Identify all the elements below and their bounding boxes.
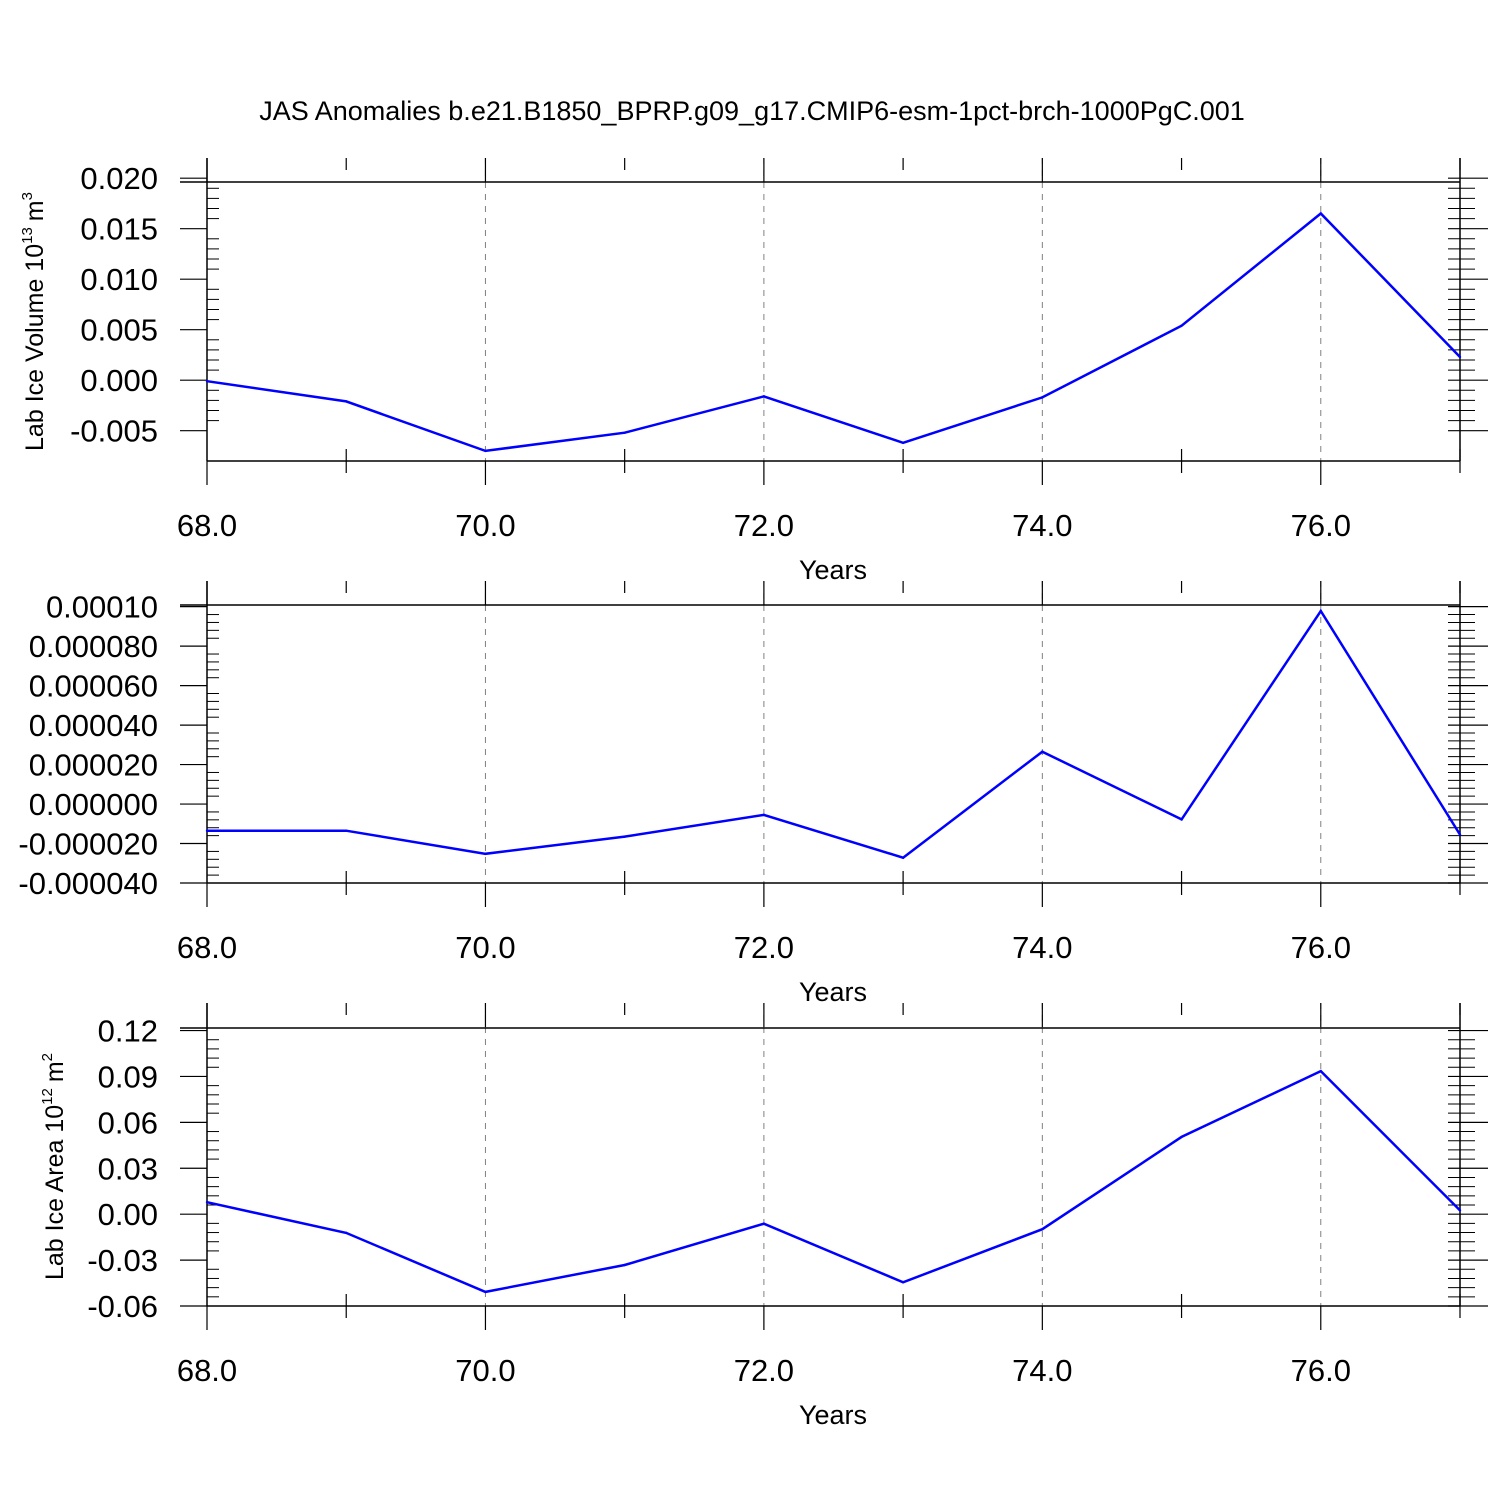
data-point: [484, 449, 487, 453]
data-point: [1458, 355, 1462, 359]
y-tick-label: -0.000040: [18, 866, 158, 901]
data-point: [484, 1290, 487, 1294]
y-axis-label-exponent: 12: [39, 1088, 56, 1105]
x-tick-label: 72.0: [734, 930, 794, 965]
y-tick-label: 0.06: [98, 1105, 158, 1140]
data-point: [623, 835, 626, 838]
y-tick-label: 0.000020: [29, 748, 158, 783]
y-tick-label: -0.000020: [18, 827, 158, 862]
x-tick-label: 74.0: [1012, 508, 1072, 543]
y-tick-label: -0.005: [70, 414, 158, 449]
data-point: [345, 400, 348, 403]
data-point: [1458, 833, 1462, 836]
data-point: [1319, 212, 1322, 215]
chart-panel-1: -0.005 0.000 0.005 0.010 0.015 0.020 68.0 70.0 7…: [19, 158, 1488, 585]
data-point: [901, 856, 905, 859]
data-point: [623, 431, 626, 434]
y-tick-label: 0.020: [80, 161, 158, 196]
data-point: [1180, 818, 1183, 821]
data-point: [762, 813, 766, 817]
data-point: [1319, 609, 1322, 613]
data-point: [345, 829, 348, 832]
y-axis-label-unit: m: [21, 200, 49, 221]
data-point: [1180, 1135, 1183, 1139]
x-tick-label: 72.0: [734, 1353, 794, 1388]
series-line: [206, 211, 1461, 453]
chart-panel-2: -0.000040 -0.000020 0.000000 0.000020 0.0000…: [18, 581, 1488, 1007]
data-point: [205, 1201, 209, 1204]
y-axis-label-text: Lab Ice Volume 10: [21, 244, 49, 451]
data-point: [345, 1231, 348, 1235]
y-axis-label-unit-exponent: 3: [19, 192, 36, 200]
chart-panel-3: -0.06 -0.03 0.00 0.03 0.06 0.09 0.12 68.0 70.0 72…: [39, 1003, 1488, 1430]
x-axis-label: Years: [799, 977, 867, 1007]
data-point: [205, 380, 209, 383]
y-tick-label: 0.00010: [46, 590, 158, 625]
y-tick-label: -0.03: [87, 1243, 158, 1278]
y-axis-label: Lab Ice Area 1012 m2: [39, 1053, 69, 1280]
y-axis-label-text: Lab Ice Area 10: [41, 1105, 69, 1280]
y-axis-label-unit-exponent: 2: [39, 1053, 56, 1061]
data-point: [623, 1263, 626, 1267]
x-tick-label: 70.0: [455, 508, 515, 543]
x-tick-label: 76.0: [1291, 508, 1351, 543]
x-tick-label: 74.0: [1012, 1353, 1072, 1388]
x-axis-label: Years: [799, 555, 867, 585]
series-line: [207, 608, 1462, 860]
y-tick-label: 0.000060: [29, 669, 158, 704]
x-tick-label: 70.0: [455, 1353, 515, 1388]
y-tick-label: 0.000000: [29, 787, 158, 822]
y-axis-label: Lab Ice Volume 1013 m3: [19, 192, 49, 451]
y-axis-label-exponent: 13: [19, 227, 36, 244]
x-tick-label: 68.0: [177, 1353, 237, 1388]
data-point: [1180, 324, 1183, 327]
y-tick-label: 0.000040: [29, 708, 158, 743]
x-tick-label: 68.0: [177, 508, 237, 543]
x-axis-label: Years: [799, 1400, 867, 1430]
y-tick-label: 0.09: [98, 1059, 158, 1094]
y-tick-label: 0.000: [80, 363, 158, 398]
data-point: [901, 1281, 905, 1284]
data-point: [1319, 1069, 1322, 1073]
data-point: [901, 441, 905, 445]
data-point: [1041, 396, 1044, 399]
x-tick-label: 74.0: [1012, 930, 1072, 965]
data-point: [484, 852, 487, 855]
x-tick-label: 68.0: [177, 930, 237, 965]
y-tick-label: 0.015: [80, 212, 158, 247]
y-tick-label: 0.12: [98, 1014, 158, 1049]
y-tick-label: 0.010: [80, 262, 158, 297]
data-point: [1041, 750, 1044, 753]
y-axis-label-unit: m: [41, 1061, 69, 1082]
data-point: [1458, 1209, 1462, 1212]
x-tick-label: 76.0: [1291, 930, 1351, 965]
x-tick-label: 70.0: [455, 930, 515, 965]
y-tick-label: 0.03: [98, 1151, 158, 1186]
panels: -0.005 0.000 0.005 0.010 0.015 0.020 68.0 70.0 7…: [18, 158, 1488, 1430]
y-tick-label: 0.005: [80, 313, 158, 348]
data-point: [762, 395, 766, 398]
x-tick-label: 72.0: [734, 508, 794, 543]
y-tick-label: 0.00: [98, 1197, 158, 1232]
y-tick-label: -0.06: [87, 1289, 158, 1324]
data-point: [762, 1222, 766, 1225]
data-point: [205, 829, 209, 832]
data-point: [1041, 1227, 1044, 1231]
x-tick-label: 76.0: [1291, 1353, 1351, 1388]
y-tick-label: 0.000080: [29, 629, 158, 664]
series-line: [206, 1069, 1461, 1294]
figure-title: JAS Anomalies b.e21.B1850_BPRP.g09_g17.C…: [259, 96, 1245, 126]
